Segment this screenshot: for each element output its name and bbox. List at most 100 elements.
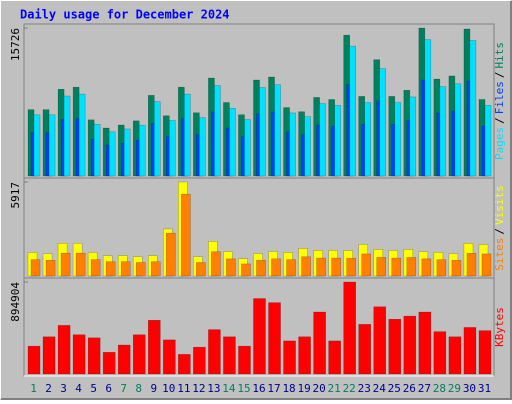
bar: [45, 260, 56, 277]
bar: [298, 336, 311, 375]
bar: [436, 259, 447, 277]
bar: [93, 123, 101, 177]
x-tick-label: 4: [75, 382, 82, 395]
bar: [319, 103, 326, 177]
bar: [244, 119, 251, 177]
bar: [406, 257, 417, 277]
bar: [178, 354, 191, 375]
x-tick-label: 19: [297, 382, 310, 395]
bar: [451, 260, 462, 277]
bar: [259, 87, 266, 177]
bar: [132, 334, 146, 375]
bar: [448, 336, 462, 375]
legend: KBytes: [493, 307, 506, 347]
legend-separator: /: [493, 72, 506, 79]
bar: [466, 253, 477, 277]
bar: [123, 128, 131, 177]
x-tick-label: 29: [448, 382, 461, 395]
bar: [334, 105, 341, 177]
bar: [181, 193, 191, 277]
legend-entry: Pages: [493, 127, 506, 160]
x-tick-label: 23: [358, 382, 371, 395]
bar: [108, 131, 116, 177]
bar: [358, 324, 371, 375]
bar: [241, 263, 251, 277]
bar: [463, 327, 477, 375]
bar: [33, 114, 41, 177]
bar: [253, 298, 266, 375]
bar: [454, 83, 462, 177]
bar: [421, 258, 432, 277]
x-tick-label: 5: [90, 382, 97, 395]
bar: [196, 262, 206, 277]
bar: [87, 337, 101, 375]
bar: [211, 251, 221, 277]
bar: [304, 116, 311, 177]
bar: [409, 96, 417, 177]
bar: [27, 345, 41, 375]
bar: [361, 253, 371, 277]
x-tick-label: 10: [162, 382, 175, 395]
x-tick-label: 22: [343, 382, 356, 395]
bar: [313, 311, 326, 375]
y-tick-label: 15726: [9, 28, 22, 61]
legend: Pages / Files / Hits: [493, 42, 506, 160]
bar: [283, 340, 296, 375]
bar: [433, 331, 447, 375]
bar: [135, 262, 146, 277]
bar: [289, 112, 296, 177]
bar: [388, 318, 402, 375]
bar: [154, 101, 161, 177]
x-tick-label: 15: [237, 382, 250, 395]
x-tick-label: 11: [177, 382, 190, 395]
bar: [484, 105, 492, 177]
bar: [403, 315, 417, 375]
x-tick-label: 14: [222, 382, 236, 395]
bar: [286, 259, 296, 277]
bar: [343, 281, 356, 375]
chart-title: Daily usage for December 2024: [20, 8, 230, 22]
legend-entry: Visits: [493, 185, 506, 225]
bar: [166, 232, 176, 277]
legend-entry: Sites: [493, 238, 506, 271]
bar: [394, 102, 402, 177]
legend-separator: /: [493, 117, 506, 124]
bar: [120, 261, 131, 277]
bar: [117, 344, 131, 375]
bar: [78, 93, 86, 177]
x-tick-label: 6: [105, 382, 112, 395]
x-tick-label: 1: [30, 382, 37, 395]
bar: [349, 45, 356, 177]
x-tick-label: 8: [135, 382, 142, 395]
bar: [301, 256, 311, 277]
bar: [418, 311, 432, 375]
x-tick-label: 7: [120, 382, 127, 395]
x-tick-label: 3: [60, 382, 67, 395]
x-tick-label: 25: [388, 382, 401, 395]
bar: [208, 329, 221, 375]
bar: [199, 117, 206, 177]
y-tick-label: 894904: [9, 282, 22, 322]
x-tick-label: 31: [478, 382, 491, 395]
legend-entry: Files: [493, 81, 506, 114]
bar: [373, 306, 387, 375]
bar: [102, 352, 116, 375]
x-tick-label: 24: [373, 382, 387, 395]
legend: Sites / Visits: [493, 185, 506, 271]
x-tick-label: 16: [252, 382, 265, 395]
bar: [439, 86, 447, 177]
x-tick-label: 17: [267, 382, 280, 395]
legend-entry: KBytes: [493, 307, 506, 347]
x-tick-label: 2: [45, 382, 52, 395]
bar: [72, 334, 86, 375]
x-tick-label: 26: [403, 382, 416, 395]
bar: [105, 261, 116, 277]
x-tick-label: 13: [207, 382, 220, 395]
bar: [57, 325, 71, 375]
bar: [60, 252, 71, 277]
bar: [229, 107, 236, 177]
bar: [184, 93, 191, 177]
bar: [30, 259, 41, 277]
x-tick-label: 21: [328, 382, 341, 395]
